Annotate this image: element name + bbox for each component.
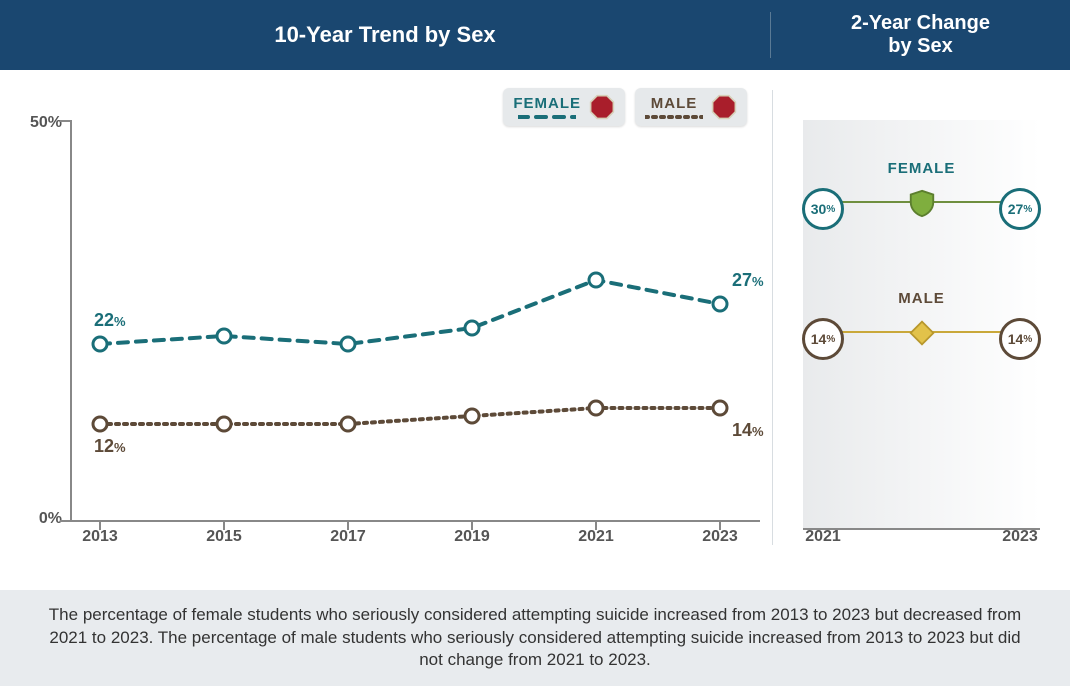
y-tick-label-min: 0%: [0, 510, 62, 528]
y-tick: [60, 520, 70, 522]
charts-area: FEMALEMALE 50% 0% 2013201520172019202120…: [0, 70, 1070, 590]
trend-series-marker: [713, 297, 727, 311]
change-row-label: FEMALE: [803, 160, 1040, 177]
legend-swatch: [645, 114, 703, 120]
data-value-label: 22%: [94, 310, 126, 331]
change-x-tick-label: 2023: [1002, 528, 1038, 546]
change-row: FEMALE 30%27%: [803, 160, 1040, 220]
x-labels: 2013 2015 2017 2019 2021 2023: [70, 528, 750, 558]
legend-swatch: [518, 114, 576, 120]
figure-root: 10-Year Trend by Sex 2-Year Changeby Sex…: [0, 0, 1070, 686]
trend-pane: FEMALEMALE 50% 0% 2013201520172019202120…: [0, 70, 772, 590]
line-chart-svg: [70, 120, 750, 520]
change-value-start: 14%: [802, 318, 844, 360]
change-row-body: 30%27%: [803, 182, 1040, 222]
data-value-label: 14%: [732, 420, 764, 441]
trend-series-marker: [589, 273, 603, 287]
change-row: MALE 14%14%: [803, 290, 1040, 350]
x-tick-label: 2013: [82, 528, 118, 546]
change-value-end: 27%: [999, 188, 1041, 230]
header-right: 2-Year Changeby Sex: [771, 0, 1070, 70]
legend-label: MALE: [651, 95, 698, 112]
diamond-icon: [905, 316, 939, 350]
trend-series-marker: [93, 337, 107, 351]
data-value-label: 27%: [732, 270, 764, 291]
footer-text: The percentage of female students who se…: [40, 604, 1030, 673]
stop-icon: [711, 94, 737, 120]
y-tick-label-max: 50%: [0, 114, 62, 132]
x-tick-label: 2021: [578, 528, 614, 546]
trend-series-marker: [589, 401, 603, 415]
trend-series-marker: [217, 329, 231, 343]
header-right-title: 2-Year Changeby Sex: [851, 12, 990, 58]
change-row-label: MALE: [803, 290, 1040, 307]
legend-label: FEMALE: [513, 95, 581, 112]
trend-series-marker: [93, 417, 107, 431]
x-axis-line: [60, 520, 760, 522]
change-row-body: 14%14%: [803, 312, 1040, 352]
x-tick-label: 2023: [702, 528, 738, 546]
trend-series-marker: [465, 409, 479, 423]
header-bar: 10-Year Trend by Sex 2-Year Changeby Sex: [0, 0, 1070, 70]
x-tick-label: 2015: [206, 528, 242, 546]
trend-series-line: [100, 408, 720, 424]
trend-series-marker: [341, 337, 355, 351]
trend-series-line: [100, 280, 720, 344]
header-left: 10-Year Trend by Sex: [0, 0, 770, 70]
footer-caption: The percentage of female students who se…: [0, 590, 1070, 686]
change-pane: 20212023 FEMALE30%27%MALE14%14%: [773, 70, 1070, 590]
trend-series-marker: [217, 417, 231, 431]
change-x-tick-label: 2021: [805, 528, 841, 546]
change-x-labels: 2021 2023: [803, 528, 1040, 558]
trend-series-marker: [713, 401, 727, 415]
x-tick-label: 2017: [330, 528, 366, 546]
change-value-end: 14%: [999, 318, 1041, 360]
y-tick: [60, 120, 70, 122]
x-tick-label: 2019: [454, 528, 490, 546]
change-value-start: 30%: [802, 188, 844, 230]
trend-series-marker: [465, 321, 479, 335]
shield-icon: [905, 186, 939, 220]
header-left-title: 10-Year Trend by Sex: [274, 22, 495, 48]
data-value-label: 12%: [94, 436, 126, 457]
stop-icon: [589, 94, 615, 120]
trend-series-marker: [341, 417, 355, 431]
